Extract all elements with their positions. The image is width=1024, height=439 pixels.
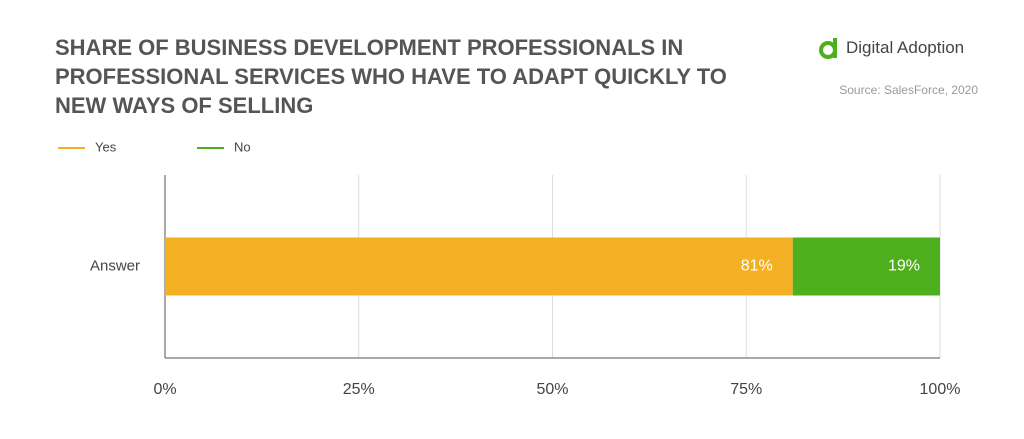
y-tick-label: Answer — [90, 257, 140, 274]
chart-title: SHARE OF BUSINESS DEVELOPMENT PROFESSION… — [55, 35, 727, 118]
x-tick-label: 0% — [153, 381, 176, 398]
legend-label: Yes — [95, 139, 117, 154]
legend-label: No — [234, 139, 251, 154]
value-label: 81% — [741, 258, 773, 275]
value-label: 19% — [888, 258, 920, 275]
bar-segment — [165, 237, 793, 296]
x-tick-label: 50% — [536, 381, 568, 398]
x-tick-label: 75% — [730, 381, 762, 398]
x-tick-label: 25% — [343, 381, 375, 398]
brand: Digital Adoption — [818, 36, 964, 60]
bar-segment — [792, 237, 940, 296]
source: Source: SalesForce, 2020 — [839, 83, 978, 97]
brand-icon — [819, 38, 837, 59]
x-tick-label: 100% — [920, 381, 961, 398]
brand-name: Digital Adoption — [846, 38, 965, 57]
